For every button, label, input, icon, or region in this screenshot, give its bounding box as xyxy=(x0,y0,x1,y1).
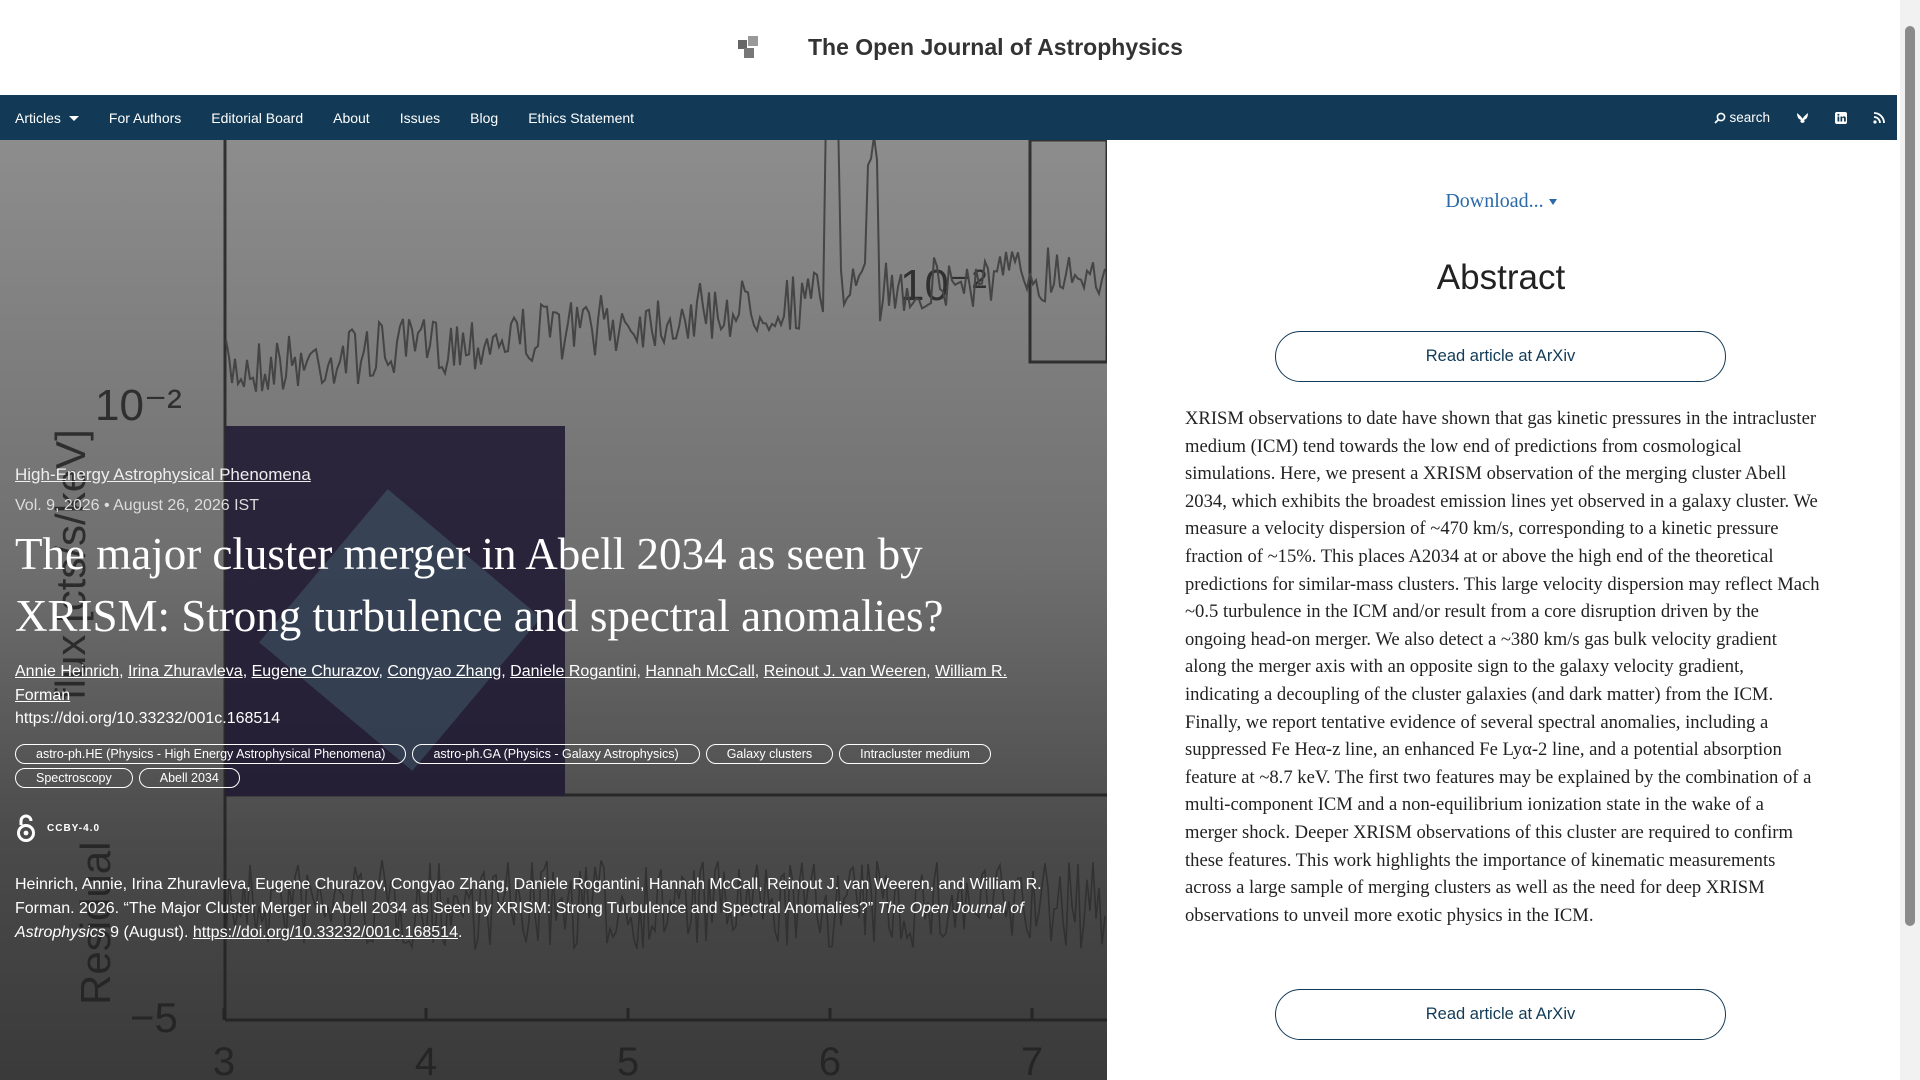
figure-tick-label: 4 xyxy=(415,1040,437,1080)
dropdown-caret xyxy=(68,116,79,122)
nav-item[interactable]: Articles xyxy=(15,110,79,126)
author-link[interactable]: Reinout J. van Weeren xyxy=(763,663,927,680)
rss-icon[interactable] xyxy=(1873,111,1885,124)
figure-inset-image xyxy=(225,426,565,796)
download-dropdown[interactable]: Download... xyxy=(1107,190,1895,213)
read-arxiv-button[interactable]: Read article at ArXiv xyxy=(1275,331,1726,382)
volume-date: Vol. 9, 2026 • August 26, 2026 IST xyxy=(15,497,259,514)
nav-items: Articles For Authors Editorial Board About I… xyxy=(15,95,634,140)
button-label: Read article at ArXiv xyxy=(1425,347,1576,365)
figure-tick-label: 5 xyxy=(617,1040,639,1080)
author-link[interactable]: Congyao Zhang xyxy=(387,663,502,680)
logo[interactable] xyxy=(736,34,762,60)
linkedin-icon[interactable] xyxy=(1835,111,1847,124)
figure-tick-label: −5 xyxy=(130,994,178,1041)
nav-item[interactable]: Issues xyxy=(399,109,441,126)
download-label: Download... xyxy=(1445,190,1544,212)
author-separator: , xyxy=(242,663,248,680)
bluesky-icon[interactable] xyxy=(1796,112,1809,124)
author-separator: , xyxy=(119,663,124,680)
background-figure: flux [cts/s/keV] Residual 10⁻² 10⁻² −5 3… xyxy=(47,140,1107,1080)
citation: Heinrich, Annie, Irina Zhuravleva, Eugen… xyxy=(15,873,1065,945)
figure-tick-label: 7 xyxy=(1021,1040,1043,1080)
site-header: The Open Journal of Astrophysics xyxy=(0,0,1897,95)
nav-right: search xyxy=(1714,95,1885,140)
nav-bar: Articles For Authors Editorial Board About I… xyxy=(0,95,1897,140)
author-link[interactable]: Irina Zhuravleva xyxy=(127,663,243,680)
nav-item[interactable]: Ethics Statement xyxy=(528,109,635,126)
author-separator: , xyxy=(636,663,641,680)
citation-issue: 9 (August). xyxy=(110,924,189,941)
open-access-icon xyxy=(17,814,35,842)
citation-text: Heinrich, Annie, Irina Zhuravleva, Eugen… xyxy=(15,876,1042,917)
figure-y-label: flux [cts/s/keV] xyxy=(47,429,94,700)
citation-end: . xyxy=(457,924,463,941)
dropdown-caret xyxy=(1548,199,1557,206)
citation-journal: The Open Journal of Astrophysics xyxy=(15,900,1024,941)
figure-tick-label: 6 xyxy=(819,1040,841,1080)
figure-residuals xyxy=(225,859,1106,951)
tag[interactable]: Spectroscopy xyxy=(15,768,133,788)
author-link[interactable]: Hannah McCall xyxy=(645,663,755,680)
license: CCBY-4.0 xyxy=(15,813,100,843)
search-label: search xyxy=(1729,110,1770,125)
scrollbar[interactable] xyxy=(1900,0,1920,1080)
article-title: The major cluster merger in Abell 2034 a… xyxy=(15,529,944,641)
figure-inset-frame xyxy=(1028,140,1107,364)
abstract-heading: Abstract xyxy=(1436,258,1566,297)
site-title[interactable]: The Open Journal of Astrophysics xyxy=(808,34,1183,60)
button-label: Read article at ArXiv xyxy=(1425,1005,1576,1023)
figure-inset-region xyxy=(259,489,541,771)
tag[interactable]: Galaxy clusters xyxy=(705,744,834,764)
license-label: CCBY-4.0 xyxy=(47,822,101,834)
author-separator: , xyxy=(926,663,931,680)
doi: https://doi.org/10.33232/001c.168514 xyxy=(15,710,281,727)
nav-item[interactable]: About xyxy=(333,109,370,126)
figure-residual-label: Residual xyxy=(72,842,119,1005)
search-icon xyxy=(1714,112,1726,124)
nav-item[interactable]: Blog xyxy=(470,109,499,126)
author-link[interactable]: Eugene Churazov xyxy=(251,663,379,680)
author-link[interactable]: William R. Forman xyxy=(15,663,1008,704)
author-separator: , xyxy=(501,663,506,680)
figure-tick-label: 3 xyxy=(213,1040,235,1080)
figure-layer: flux [cts/s/keV] Residual 10⁻² 10⁻² −5 3… xyxy=(47,140,1107,1080)
read-arxiv-button[interactable]: Read article at ArXiv xyxy=(1275,989,1726,1040)
nav-item[interactable]: Editorial Board xyxy=(211,109,304,126)
figure-spectrum xyxy=(225,140,1106,392)
author-list: Annie Heinrich, Irina Zhuravleva, Eugene… xyxy=(15,660,1015,708)
article-hero: flux [cts/s/keV] Residual 10⁻² 10⁻² −5 3… xyxy=(0,140,1107,1080)
tag[interactable]: Intracluster medium xyxy=(839,744,991,764)
citation-doi-link[interactable]: https://doi.org/10.33232/001c.168514 xyxy=(192,924,458,941)
tag[interactable]: Abell 2034 xyxy=(138,768,240,788)
author-link[interactable]: Annie Heinrich xyxy=(15,663,120,680)
tag[interactable]: astro-ph.GA (Physics - Galaxy Astrophysi… xyxy=(412,744,700,764)
author-separator: , xyxy=(754,663,760,680)
figure-tick-label: 10⁻² xyxy=(95,381,182,430)
tag-list: astro-ph.HE (Physics - High Energy Astro… xyxy=(15,744,1015,788)
category-link[interactable]: High-Energy Astrophysical Phenomena xyxy=(15,465,311,484)
search-link[interactable]: search xyxy=(1714,110,1770,125)
scrollbar-thumb[interactable] xyxy=(1905,26,1915,926)
abstract-text: XRISM observations to date have shown th… xyxy=(1185,408,1820,926)
tag[interactable]: astro-ph.HE (Physics - High Energy Astro… xyxy=(15,744,407,764)
nav-item[interactable]: For Authors xyxy=(108,109,182,126)
author-separator: , xyxy=(378,663,383,680)
abstract-panel: Download... Abstract Read article at ArX… xyxy=(1107,140,1900,1080)
author-link[interactable]: Daniele Rogantini xyxy=(510,663,637,680)
